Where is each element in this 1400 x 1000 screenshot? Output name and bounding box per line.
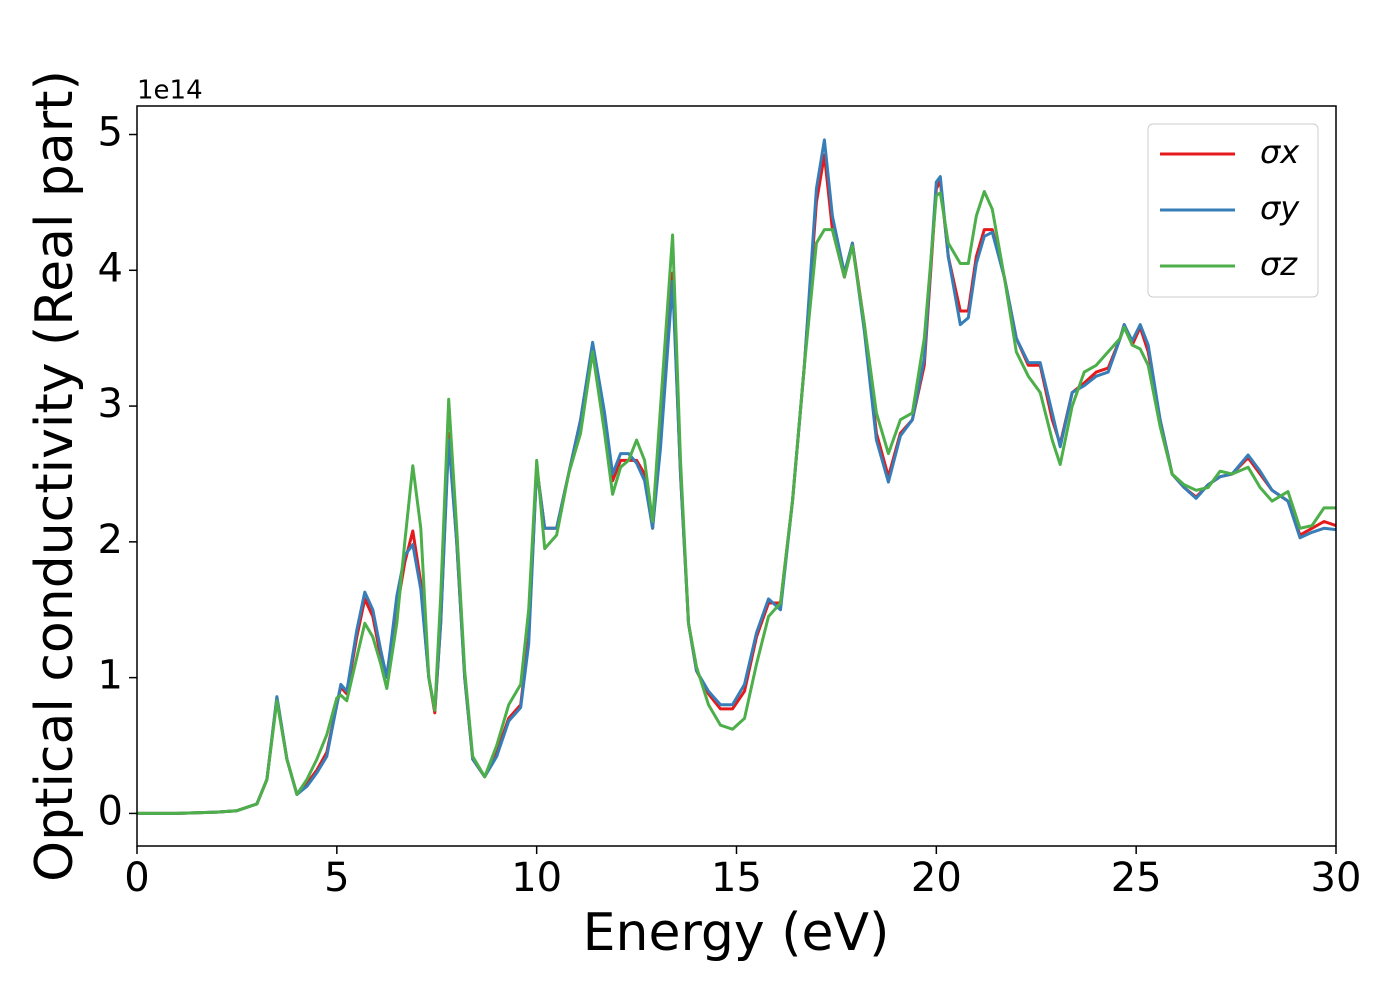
x-tick-label: 0 bbox=[124, 855, 149, 901]
y-tick-label: 4 bbox=[98, 245, 123, 291]
x-axis-label: Energy (eV) bbox=[583, 903, 890, 963]
y-tick-label: 3 bbox=[98, 381, 123, 427]
x-tick-label: 10 bbox=[511, 855, 562, 901]
x-tick-label: 5 bbox=[324, 855, 349, 901]
y-tick-label: 1 bbox=[98, 653, 123, 699]
y-tick-label: 5 bbox=[98, 110, 123, 156]
y-axis-label: Optical conductivity (Real part) bbox=[25, 70, 85, 882]
legend-label: σx bbox=[1260, 133, 1300, 171]
plot-frame bbox=[136, 105, 1337, 847]
offset-text: 1e14 bbox=[137, 76, 203, 106]
legend-label: σz bbox=[1260, 245, 1298, 283]
y-tick-label: 0 bbox=[98, 788, 123, 834]
x-tick-label: 30 bbox=[1311, 855, 1362, 901]
x-tick-label: 25 bbox=[1111, 855, 1162, 901]
series-line bbox=[137, 190, 1336, 815]
legend-label: σy bbox=[1260, 189, 1300, 227]
x-tick-label: 20 bbox=[911, 855, 962, 901]
x-tick-label: 15 bbox=[711, 855, 762, 901]
y-tick-label: 2 bbox=[98, 517, 123, 563]
